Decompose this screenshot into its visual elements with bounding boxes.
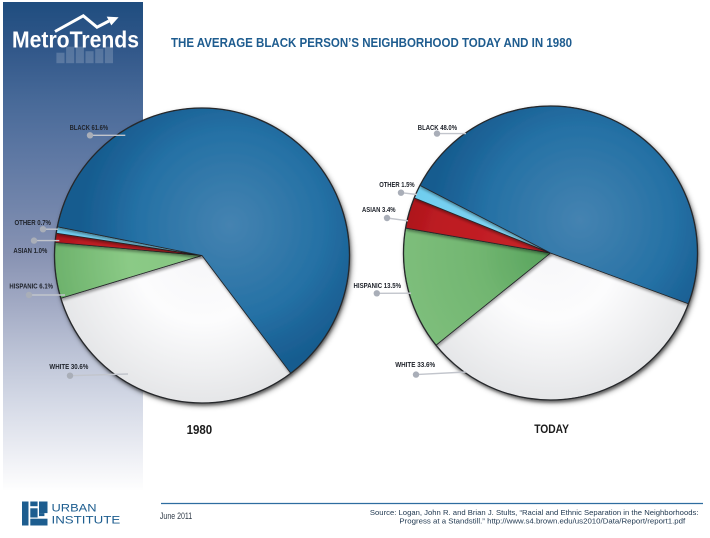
svg-text:THE AVERAGE BLACK PERSON’S NEI: THE AVERAGE BLACK PERSON’S NEIGHBORHOOD …	[171, 36, 572, 50]
svg-text:ASIAN 1.0%: ASIAN 1.0%	[13, 246, 47, 255]
svg-text:ASIAN 3.4%: ASIAN 3.4%	[362, 205, 396, 214]
svg-text:OTHER 1.5%: OTHER 1.5%	[379, 180, 415, 189]
svg-text:1980: 1980	[187, 423, 213, 437]
svg-text:WHITE 30.6%: WHITE 30.6%	[49, 362, 88, 371]
svg-text:MetroTrends: MetroTrends	[12, 27, 139, 53]
svg-text:TODAY: TODAY	[534, 422, 569, 436]
svg-text:HISPANIC 13.5%: HISPANIC 13.5%	[354, 281, 402, 290]
svg-text:URBAN: URBAN	[52, 502, 97, 514]
svg-text:BLACK 61.6%: BLACK 61.6%	[70, 123, 109, 132]
svg-text:BLACK 48.0%: BLACK 48.0%	[418, 123, 457, 132]
svg-text:June 2011: June 2011	[160, 511, 192, 521]
svg-text:WHITE 33.6%: WHITE 33.6%	[395, 360, 435, 369]
svg-text:Progress at a Standstill.” ht: Progress at a Standstill.” http://www.s4…	[399, 517, 686, 526]
svg-text:HISPANIC 6.1%: HISPANIC 6.1%	[9, 281, 53, 290]
svg-text:Source: Logan, John R. and Br: Source: Logan, John R. and Brian J. Stul…	[370, 508, 699, 517]
svg-text:INSTITUTE: INSTITUTE	[52, 515, 121, 527]
svg-text:OTHER 0.7%: OTHER 0.7%	[15, 218, 52, 227]
